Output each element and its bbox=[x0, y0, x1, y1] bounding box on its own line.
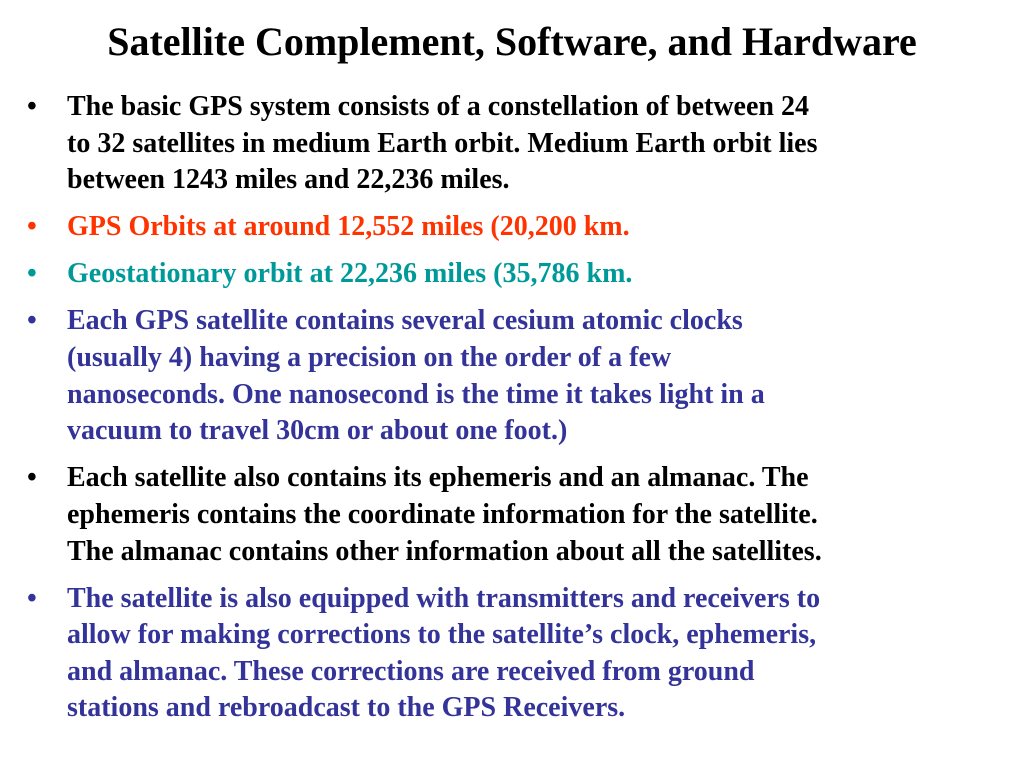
bullet-text: The satellite is also equipped with tran… bbox=[67, 581, 1024, 727]
bullet-text-line: Each GPS satellite contains several cesi… bbox=[67, 305, 743, 337]
bullet-item: • The satellite is also equipped with tra… bbox=[0, 581, 1024, 727]
bullet-text-line: The basic GPS system consists of a const… bbox=[67, 91, 809, 122]
bullet-text-line: nanoseconds. One nanosecond is the time … bbox=[67, 378, 765, 410]
bullet-text-line: stations and rebroadcast to the GPS Rece… bbox=[67, 692, 626, 724]
bullet-text: The basic GPS system consists of a const… bbox=[67, 89, 1024, 199]
bullet-text-line: Geostationary orbit at 22,236 miles (35,… bbox=[67, 258, 633, 290]
bullet-text-line: The almanac contains other information a… bbox=[67, 535, 822, 567]
bullet-text-line: between 1243 miles and 22,236 miles. bbox=[67, 164, 510, 196]
bullet-dot-icon: • bbox=[27, 305, 37, 337]
bullet-list: • The basic GPS system consists of a cons… bbox=[0, 89, 1024, 738]
bullet-text-line: and almanac. These corrections are recei… bbox=[67, 655, 755, 687]
slide-title: Satellite Complement, Software, and Hard… bbox=[107, 19, 917, 64]
bullet-text-line: The satellite is also equipped with tran… bbox=[67, 582, 821, 614]
bullet-text-line: (usually 4) having a precision on the or… bbox=[67, 342, 672, 374]
bullet-dot-icon: • bbox=[27, 582, 37, 614]
bullet-item: • GPS Orbits at around 12,552 miles (20,2… bbox=[0, 209, 1024, 246]
bullet-dot-icon: • bbox=[27, 91, 37, 122]
bullet-dot-icon: • bbox=[27, 211, 37, 243]
bullet-text-line: Each satellite also contains its ephemer… bbox=[67, 462, 809, 494]
bullet-item: • Each GPS satellite contains several ces… bbox=[0, 303, 1024, 449]
bullet-text-line: GPS Orbits at around 12,552 miles (20,20… bbox=[67, 211, 630, 243]
bullet-text-line: ephemeris contains the coordinate inform… bbox=[67, 498, 818, 530]
bullet-dot-icon: • bbox=[27, 462, 37, 494]
bullet-text-line: vacuum to travel 30cm or about one foot.… bbox=[67, 415, 568, 447]
bullet-text-line: to 32 satellites in medium Earth orbit. … bbox=[67, 127, 818, 159]
bullet-text: Geostationary orbit at 22,236 miles (35,… bbox=[67, 256, 1024, 293]
bullet-item: • Geostationary orbit at 22,236 miles (35… bbox=[0, 256, 1024, 293]
bullet-text: GPS Orbits at around 12,552 miles (20,20… bbox=[67, 209, 1024, 246]
bullet-item: • The basic GPS system consists of a cons… bbox=[0, 89, 1024, 199]
bullet-text-line: allow for making corrections to the sate… bbox=[67, 619, 817, 651]
bullet-dot-icon: • bbox=[27, 258, 37, 290]
bullet-item: • Each satellite also contains its epheme… bbox=[0, 460, 1024, 570]
bullet-text: Each satellite also contains its ephemer… bbox=[67, 460, 1024, 570]
bullet-text: Each GPS satellite contains several cesi… bbox=[67, 303, 1024, 449]
